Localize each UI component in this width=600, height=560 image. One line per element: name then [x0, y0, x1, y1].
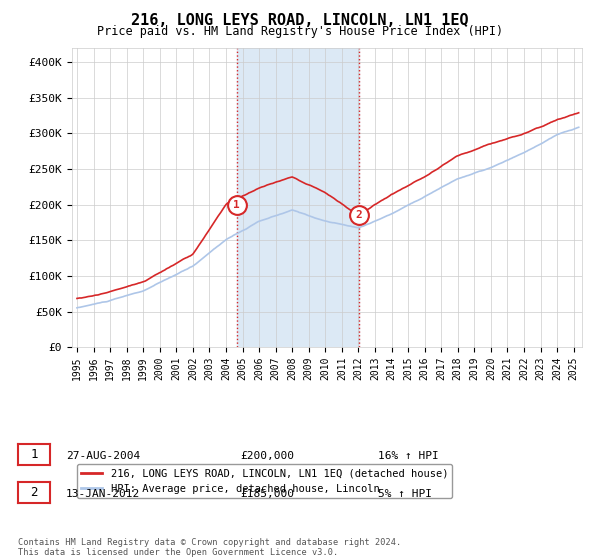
Text: 27-AUG-2004: 27-AUG-2004: [66, 451, 140, 461]
Text: 2: 2: [356, 210, 362, 220]
Text: 5% ↑ HPI: 5% ↑ HPI: [378, 489, 432, 500]
Text: £200,000: £200,000: [240, 451, 294, 461]
Text: Contains HM Land Registry data © Crown copyright and database right 2024.
This d: Contains HM Land Registry data © Crown c…: [18, 538, 401, 557]
Text: 1: 1: [233, 199, 240, 209]
Text: £185,000: £185,000: [240, 489, 294, 500]
Text: 2: 2: [30, 486, 38, 500]
Text: Price paid vs. HM Land Registry's House Price Index (HPI): Price paid vs. HM Land Registry's House …: [97, 25, 503, 38]
Legend: 216, LONG LEYS ROAD, LINCOLN, LN1 1EQ (detached house), HPI: Average price, deta: 216, LONG LEYS ROAD, LINCOLN, LN1 1EQ (d…: [77, 464, 452, 498]
Bar: [237, 48, 359, 347]
Text: 13-JAN-2012: 13-JAN-2012: [66, 489, 140, 500]
Text: 216, LONG LEYS ROAD, LINCOLN, LN1 1EQ: 216, LONG LEYS ROAD, LINCOLN, LN1 1EQ: [131, 13, 469, 28]
Text: 16% ↑ HPI: 16% ↑ HPI: [378, 451, 439, 461]
Text: 1: 1: [30, 448, 38, 461]
